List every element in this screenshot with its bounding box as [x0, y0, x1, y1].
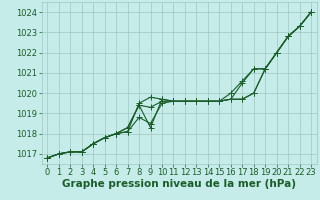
X-axis label: Graphe pression niveau de la mer (hPa): Graphe pression niveau de la mer (hPa)	[62, 179, 296, 189]
